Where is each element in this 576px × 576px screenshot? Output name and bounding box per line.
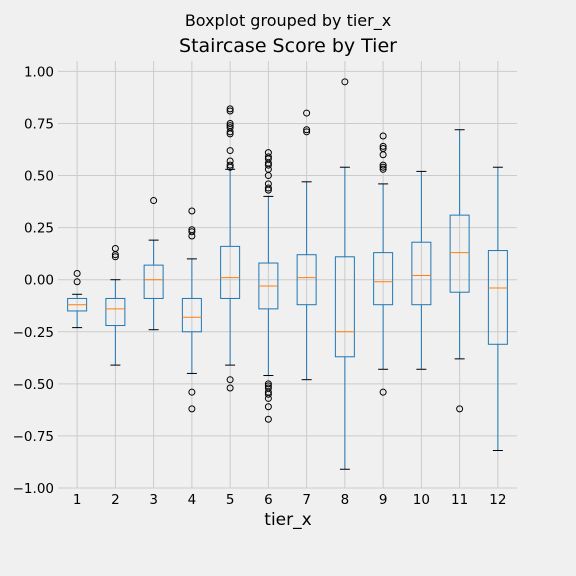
box-group-tier-9 (373, 132, 394, 396)
outlier-point (226, 376, 234, 384)
box-group-tier-7 (296, 109, 317, 381)
outlier-point (188, 388, 196, 396)
iqr-box (449, 214, 470, 293)
iqr-box (105, 297, 126, 327)
outlier-point (341, 78, 349, 86)
outlier-point (456, 405, 464, 413)
outlier-point (188, 207, 196, 215)
x-tick-label: 12 (489, 492, 506, 508)
iqr-box (373, 252, 394, 306)
outlier-point (379, 388, 387, 396)
outlier-point (73, 269, 81, 277)
outlier-point (111, 253, 119, 261)
outlier-point (379, 132, 387, 140)
grid-lines (58, 61, 517, 489)
x-tick-label: 9 (379, 492, 388, 508)
outlier-point (303, 128, 311, 136)
x-tick-label: 2 (111, 492, 120, 508)
y-tick-label: 0.00 (24, 273, 54, 289)
x-tick-label: 4 (188, 492, 197, 508)
boxes-layer (67, 78, 508, 470)
x-tick-label: 5 (226, 492, 235, 508)
y-tick-label: 0.25 (24, 221, 54, 237)
outlier-point (226, 128, 234, 136)
outlier-point (303, 109, 311, 117)
outlier-point (379, 161, 387, 169)
box-group-tier-12 (487, 166, 508, 452)
chart-title: Staircase Score by Tier (179, 35, 397, 57)
outlier-point (264, 390, 272, 398)
y-tick-label: −1.00 (13, 481, 54, 497)
x-tick-label: 3 (149, 492, 158, 508)
box-group-tier-5 (220, 105, 241, 392)
y-tick-label: 0.50 (24, 169, 54, 185)
outlier-point (226, 163, 234, 171)
outlier-point (264, 172, 272, 180)
x-tick-label: 10 (413, 492, 430, 508)
outlier-point (226, 384, 234, 392)
box-group-tier-2 (105, 244, 126, 366)
box-group-tier-8 (334, 78, 355, 470)
outlier-point (379, 165, 387, 173)
outlier-point (188, 232, 196, 240)
box-group-tier-11 (449, 129, 470, 413)
x-axis-label: tier_x (264, 510, 311, 530)
outlier-point (188, 405, 196, 413)
outlier-point (226, 130, 234, 138)
outlier-point (264, 415, 272, 423)
outlier-point (379, 163, 387, 171)
chart-suptitle: Boxplot grouped by tier_x (185, 11, 391, 31)
outlier-point (226, 161, 234, 169)
iqr-box (334, 256, 355, 358)
iqr-box (487, 250, 508, 345)
outlier-point (111, 251, 119, 259)
outlier-point (264, 380, 272, 388)
x-axis-ticks: 1 2 3 4 5 6 7 8 9 10 11 12 (73, 492, 507, 508)
outlier-point (226, 147, 234, 155)
iqr-box (220, 245, 241, 299)
iqr-box (181, 297, 202, 333)
iqr-box (296, 254, 317, 306)
iqr-box (411, 241, 432, 306)
outlier-point (264, 186, 272, 194)
y-axis-ticks: −1.00 −0.75 −0.50 −0.25 0.00 0.25 0.50 0.75 1.00 (13, 64, 54, 497)
y-tick-label: 1.00 (24, 64, 54, 80)
outlier-point (264, 394, 272, 402)
x-tick-label: 11 (451, 492, 468, 508)
x-tick-label: 6 (264, 492, 273, 508)
x-tick-label: 1 (73, 492, 82, 508)
outlier-point (379, 142, 387, 150)
box-group-tier-6 (258, 149, 279, 423)
outlier-point (264, 184, 272, 192)
y-tick-label: −0.25 (13, 325, 54, 341)
box-group-tier-10 (411, 170, 432, 370)
y-tick-label: 0.75 (24, 116, 54, 132)
outlier-point (264, 403, 272, 411)
outlier-point (188, 228, 196, 236)
outlier-point (226, 107, 234, 115)
outlier-point (226, 105, 234, 113)
outlier-point (150, 197, 158, 205)
box-group-tier-1 (67, 269, 88, 329)
outlier-point (226, 119, 234, 127)
outlier-point (303, 126, 311, 134)
outlier-point (379, 151, 387, 159)
iqr-box (143, 264, 164, 299)
y-tick-label: −0.50 (13, 377, 54, 393)
x-tick-label: 8 (341, 492, 350, 508)
outlier-point (264, 161, 272, 169)
box-group-tier-3 (143, 197, 164, 331)
y-tick-label: −0.75 (13, 429, 54, 445)
x-tick-label: 7 (302, 492, 311, 508)
box-group-tier-4 (181, 207, 202, 413)
outlier-point (73, 278, 81, 286)
